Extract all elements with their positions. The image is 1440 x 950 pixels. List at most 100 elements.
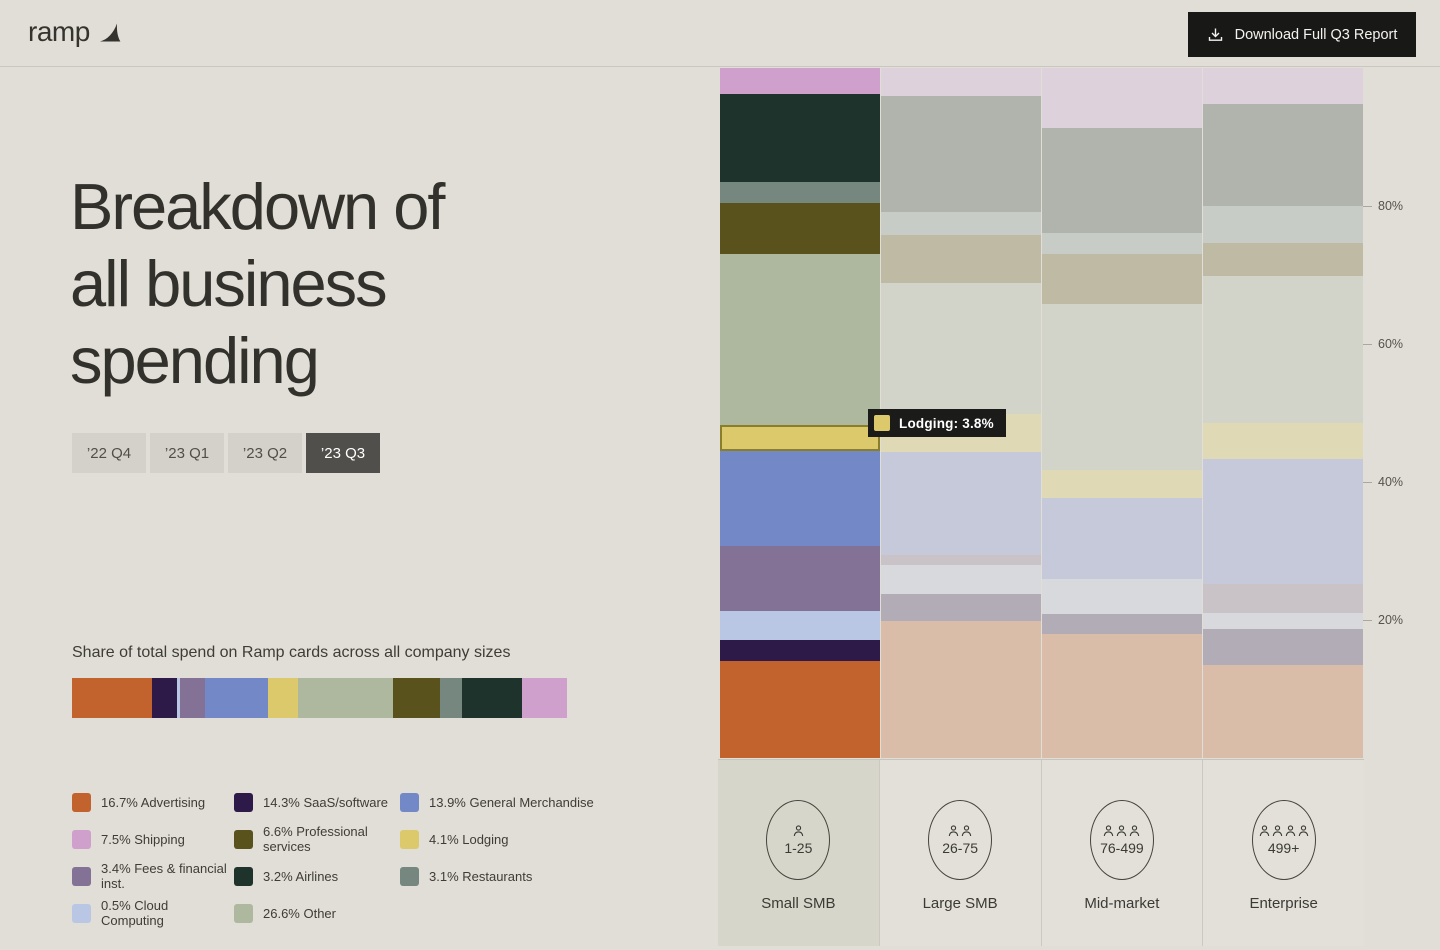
legend-label-restaurants: 3.1% Restaurants bbox=[429, 868, 533, 884]
legend-swatch-professional_services bbox=[234, 829, 253, 849]
segment-large-smb-professional_services[interactable] bbox=[881, 234, 1041, 283]
overview-segment-general_merchandise bbox=[205, 678, 269, 718]
segment-small-smb-lodging[interactable] bbox=[720, 424, 880, 451]
y-tick-40 bbox=[1363, 482, 1372, 483]
segment-mid-market-advertising[interactable] bbox=[1042, 633, 1202, 758]
segment-small-smb-shipping[interactable] bbox=[720, 68, 880, 94]
company-size-mid-market[interactable]: 76-499 Mid-market bbox=[1040, 760, 1203, 946]
person-icons-small-smb bbox=[793, 824, 804, 837]
segment-enterprise-fees[interactable] bbox=[1203, 584, 1363, 614]
segment-mid-market-shipping[interactable] bbox=[1042, 68, 1202, 129]
segment-enterprise-advertising[interactable] bbox=[1203, 664, 1363, 758]
segment-large-smb-advertising[interactable] bbox=[881, 620, 1041, 758]
header: ramp Download Full Q3 Report bbox=[0, 0, 1440, 67]
segment-small-smb-other[interactable] bbox=[720, 254, 880, 425]
segment-small-smb-fees[interactable] bbox=[720, 546, 880, 611]
legend-item-advertising: 16.7% Advertising bbox=[72, 792, 234, 812]
segment-enterprise-shipping[interactable] bbox=[1203, 68, 1363, 104]
segment-mid-market-saas[interactable] bbox=[1042, 613, 1202, 634]
segment-large-smb-saas[interactable] bbox=[881, 594, 1041, 621]
segment-enterprise-lodging[interactable] bbox=[1203, 423, 1363, 460]
legend-label-cloud: 0.5% Cloud Computing bbox=[101, 898, 169, 928]
tab-22-q4[interactable]: ’22 Q4 bbox=[72, 433, 146, 473]
segment-small-smb-airlines[interactable] bbox=[720, 93, 880, 182]
segment-enterprise-airlines[interactable] bbox=[1203, 103, 1363, 206]
segment-small-smb-general_merchandise[interactable] bbox=[720, 450, 880, 547]
segment-enterprise-restaurants[interactable] bbox=[1203, 205, 1363, 244]
tab-23-q1[interactable]: ’23 Q1 bbox=[150, 433, 224, 473]
tab-23-q2[interactable]: ’23 Q2 bbox=[228, 433, 302, 473]
company-size-ellipse-large-smb: 26-75 bbox=[928, 800, 993, 880]
legend-item-cloud: 0.5% Cloud Computing bbox=[72, 898, 234, 928]
company-size-ellipse-enterprise: 499+ bbox=[1251, 800, 1316, 880]
segment-small-smb-restaurants[interactable] bbox=[720, 181, 880, 204]
segment-mid-market-professional_services[interactable] bbox=[1042, 254, 1202, 304]
tooltip-label: Lodging: 3.8% bbox=[899, 415, 994, 431]
legend-item-saas: 14.3% SaaS/software bbox=[234, 792, 400, 812]
legend-item-general_merchandise: 13.9% General Merchandise bbox=[400, 792, 594, 812]
legend-swatch-airlines bbox=[234, 866, 253, 886]
legend-item-airlines: 3.2% Airlines bbox=[234, 866, 400, 886]
overview-segment-restaurants bbox=[440, 678, 462, 718]
segment-enterprise-professional_services[interactable] bbox=[1203, 243, 1363, 276]
overview-segment-saas bbox=[151, 678, 177, 718]
legend-label-professional_services: 6.6% Professional services bbox=[263, 824, 368, 854]
chart-column-small-smb[interactable] bbox=[720, 68, 880, 758]
legend: 16.7% Advertising 14.3% SaaS/software 13.9… bbox=[72, 792, 594, 928]
segment-enterprise-cloud[interactable] bbox=[1203, 613, 1363, 629]
segment-enterprise-saas[interactable] bbox=[1203, 628, 1363, 665]
segment-large-smb-other[interactable] bbox=[881, 282, 1041, 414]
legend-swatch-advertising bbox=[72, 792, 91, 812]
legend-swatch-cloud bbox=[72, 903, 91, 923]
legend-swatch-shipping bbox=[72, 829, 91, 849]
segment-small-smb-advertising[interactable] bbox=[720, 660, 880, 758]
segment-small-smb-saas[interactable] bbox=[720, 639, 880, 661]
segment-large-smb-shipping[interactable] bbox=[881, 68, 1041, 96]
y-axis: 80% 60% 40% 20% bbox=[1363, 68, 1440, 758]
segment-mid-market-airlines[interactable] bbox=[1042, 128, 1202, 233]
overview-segment-shipping bbox=[521, 678, 567, 718]
segment-mid-market-cloud[interactable] bbox=[1042, 579, 1202, 614]
chart-column-enterprise[interactable] bbox=[1203, 68, 1363, 758]
chart-column-mid-market[interactable] bbox=[1042, 68, 1202, 758]
legend-label-shipping: 7.5% Shipping bbox=[101, 831, 185, 847]
overview-segment-professional_services bbox=[393, 678, 441, 718]
ramp-logo-mark-icon bbox=[97, 20, 122, 44]
legend-label-airlines: 3.2% Airlines bbox=[263, 868, 339, 884]
segment-large-smb-airlines[interactable] bbox=[881, 95, 1041, 212]
segment-large-smb-restaurants[interactable] bbox=[881, 211, 1041, 235]
legend-item-other: 26.6% Other bbox=[234, 903, 400, 923]
y-tick-80 bbox=[1363, 206, 1372, 207]
tab-23-q3[interactable]: ’23 Q3 bbox=[306, 433, 380, 473]
company-size-range-enterprise: 499+ bbox=[1267, 839, 1300, 856]
overview-segment-cloud bbox=[176, 678, 181, 718]
segment-mid-market-lodging[interactable] bbox=[1042, 470, 1202, 498]
segment-large-smb-general_merchandise[interactable] bbox=[881, 451, 1041, 556]
segment-mid-market-other[interactable] bbox=[1042, 303, 1202, 471]
segment-large-smb-cloud[interactable] bbox=[881, 564, 1041, 595]
overview-segment-lodging bbox=[268, 678, 299, 718]
segment-large-smb-fees[interactable] bbox=[881, 555, 1041, 565]
legend-label-lodging: 4.1% Lodging bbox=[429, 831, 509, 847]
ramp-logo[interactable]: ramp bbox=[28, 16, 122, 48]
y-tick-20 bbox=[1363, 620, 1372, 621]
segment-small-smb-cloud[interactable] bbox=[720, 610, 880, 640]
legend-label-general_merchandise: 13.9% General Merchandise bbox=[429, 794, 594, 810]
company-size-ellipse-small-smb: 1-25 bbox=[766, 800, 831, 880]
segment-enterprise-general_merchandise[interactable] bbox=[1203, 459, 1363, 585]
segment-enterprise-other[interactable] bbox=[1203, 275, 1363, 424]
legend-item-shipping: 7.5% Shipping bbox=[72, 829, 234, 849]
segment-mid-market-restaurants[interactable] bbox=[1042, 232, 1202, 255]
category-footer: 1-25 Small SMB 26-75 Large SMB 76-499 Mid-mar… bbox=[718, 759, 1364, 946]
segment-small-smb-professional_services[interactable] bbox=[720, 203, 880, 255]
download-icon bbox=[1207, 26, 1224, 43]
download-report-button[interactable]: Download Full Q3 Report bbox=[1188, 12, 1416, 57]
company-size-enterprise[interactable]: 499+ Enterprise bbox=[1202, 760, 1364, 946]
company-size-large-smb[interactable]: 26-75 Large SMB bbox=[878, 760, 1041, 946]
quarter-tabs: ’22 Q4’23 Q1’23 Q2’23 Q3 bbox=[72, 433, 380, 473]
segment-mid-market-general_merchandise[interactable] bbox=[1042, 497, 1202, 580]
chart-area bbox=[718, 68, 1364, 758]
y-tick-label-40: 40% bbox=[1378, 475, 1404, 489]
company-size-small-smb[interactable]: 1-25 Small SMB bbox=[718, 760, 879, 946]
